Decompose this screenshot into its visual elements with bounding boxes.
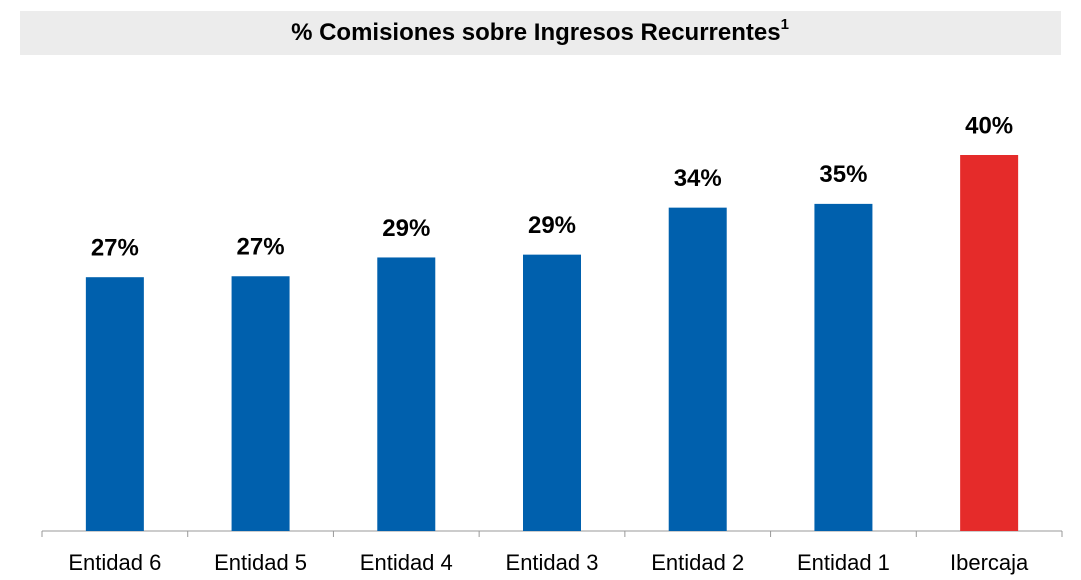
data-label: 34% [674,165,722,192]
x-tick-label: Entidad 4 [360,550,453,575]
x-tick-label: Entidad 5 [214,550,307,575]
x-tick-label: Ibercaja [950,550,1029,575]
title-superscript: 1 [781,16,789,33]
title-band [20,11,1061,55]
data-label: 29% [382,215,430,242]
data-label: 40% [965,112,1013,139]
data-label: 35% [819,161,867,188]
bar [231,276,290,531]
x-tick-label: Entidad 3 [506,550,599,575]
chart-title: % Comisiones sobre Ingresos Recurrentes1 [291,16,789,46]
bar [668,207,727,531]
bar [960,155,1019,531]
title-text: % Comisiones sobre Ingresos Recurrentes [291,19,781,46]
data-label: 29% [528,212,576,239]
x-tick-label: Entidad 1 [797,550,890,575]
bar [523,254,581,531]
data-label: 27% [91,235,139,262]
x-tick-label: Entidad 2 [651,550,744,575]
bar [377,257,436,531]
x-tick-label: Entidad 6 [68,550,161,575]
bar [85,277,144,531]
data-label: 27% [237,234,285,261]
bar [814,203,873,531]
